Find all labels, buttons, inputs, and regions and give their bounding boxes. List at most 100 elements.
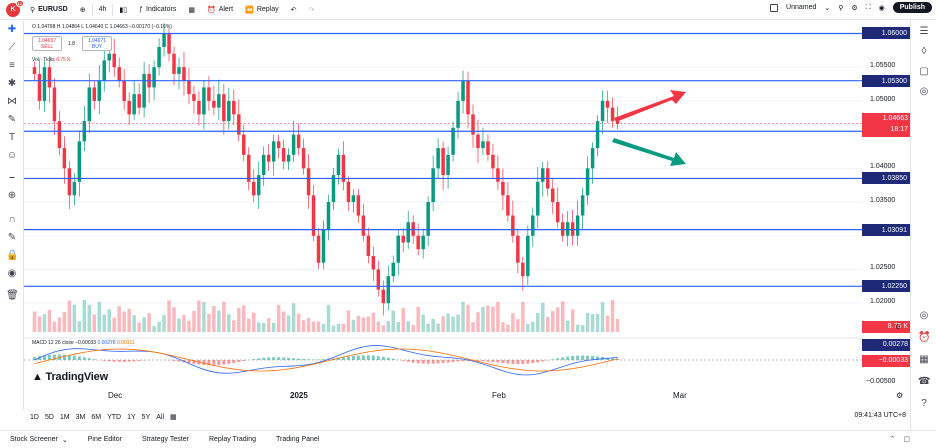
text-tool-icon[interactable]: T	[8, 132, 16, 143]
help-icon[interactable]: ?	[921, 398, 927, 409]
undo-button[interactable]: ↶	[285, 0, 303, 20]
settings-icon[interactable]: ⚙	[851, 4, 858, 12]
tab-strategy-tester[interactable]: Strategy Tester	[132, 436, 199, 443]
utc-clock[interactable]: 09:41:43 UTC+8	[854, 412, 906, 419]
camera-icon[interactable]: ◉	[878, 4, 885, 12]
publish-button[interactable]: Publish	[892, 2, 932, 13]
range-1d[interactable]: 1D	[30, 413, 39, 421]
macd-hist-bar	[282, 357, 286, 360]
ruler-icon[interactable]: ⎯	[9, 172, 15, 183]
interval-button[interactable]: 4h	[93, 0, 113, 20]
watchlist-icon[interactable]: ☰	[919, 26, 929, 37]
range-6m[interactable]: 6M	[91, 413, 102, 421]
volume-bar	[137, 322, 141, 332]
volume-bar	[341, 323, 346, 332]
candle-body	[536, 181, 540, 216]
candle-body	[252, 181, 256, 196]
fullscreen-icon[interactable]: ⛶	[865, 3, 871, 11]
tab-pine-editor[interactable]: Pine Editor	[78, 436, 132, 443]
candle-body	[227, 100, 231, 122]
right-widgetbar: ☰ ◊ ▢ ◎ ◎ ⏰ ▦ ☎ ?	[910, 20, 936, 430]
axis-settings-icon[interactable]: ⚙	[896, 391, 904, 400]
redo-button[interactable]: ↷	[303, 0, 321, 20]
macd-hist-bar	[222, 360, 226, 365]
tv-brand: TradingView	[45, 371, 109, 383]
calendar-icon[interactable]: ▦	[919, 354, 929, 365]
pitchfork-icon[interactable]: ✱	[7, 78, 17, 89]
macd-hist-bar	[77, 356, 81, 360]
zoom-in-icon[interactable]: ⊕	[7, 190, 17, 201]
time-tick: Feb	[492, 391, 506, 400]
target-icon[interactable]: ◎	[919, 310, 929, 321]
candle-body	[610, 107, 615, 122]
range-ytd[interactable]: YTD	[107, 413, 122, 421]
buy-button[interactable]: 1.04671 BUY	[82, 36, 112, 51]
candle-body	[247, 154, 251, 182]
candle-body	[336, 154, 341, 176]
range-all[interactable]: All	[156, 413, 165, 421]
chat-icon[interactable]: ▢	[919, 66, 929, 77]
spread-value: 1.8	[68, 41, 75, 47]
notifications-icon[interactable]: ☎	[918, 376, 931, 387]
calendar-range-icon[interactable]: ▦	[170, 414, 177, 421]
patterns-icon[interactable]: ⋈	[7, 96, 17, 107]
templates-button[interactable]: ▦	[182, 0, 201, 20]
trash-icon[interactable]: 🗑	[6, 290, 19, 301]
sell-price: 1.04657	[37, 38, 57, 44]
price-chart[interactable]	[24, 20, 910, 410]
trend-line-icon[interactable]: ⟋	[8, 42, 16, 53]
volume-bar	[132, 315, 136, 332]
maximize-icon[interactable]: ▢	[903, 436, 910, 443]
range-1m[interactable]: 1M	[59, 413, 70, 421]
candle-body	[217, 94, 221, 108]
indicators-button[interactable]: ƒ Indicators	[133, 0, 182, 20]
account-avatar[interactable]: K 12	[6, 0, 24, 17]
tv-mark-icon: ▲	[32, 371, 43, 383]
range-3m[interactable]: 3M	[75, 413, 86, 421]
range-5y[interactable]: 5Y	[141, 413, 151, 421]
sell-button[interactable]: 1.04657 SELL	[32, 36, 62, 51]
replay-button[interactable]: ⏪ Replay	[239, 0, 285, 20]
candle-body	[595, 121, 600, 149]
volume-bar	[580, 325, 585, 332]
macd-hist-bar	[401, 360, 405, 361]
magnet-icon[interactable]: ∩	[8, 214, 16, 225]
divider	[112, 3, 114, 16]
symbol-search-button[interactable]: ⚲ EURUSD	[24, 0, 74, 20]
tab-label: Strategy Tester	[141, 436, 189, 443]
alert-button[interactable]: ⏰ Alert	[201, 0, 239, 20]
ideas-icon[interactable]: ◎	[919, 86, 929, 97]
tab-stock-screener[interactable]: Stock Screener ⌄	[0, 436, 78, 444]
tab-replay-trading[interactable]: Replay Trading	[199, 436, 266, 443]
volume-bar	[276, 304, 281, 332]
macd-hist-bar	[531, 360, 535, 364]
layers-icon[interactable]: ◊	[921, 46, 927, 57]
macd-hist-bar	[137, 360, 141, 361]
macd-hist-bar	[87, 358, 91, 360]
macd-hist-bar	[217, 360, 221, 366]
collapse-icon[interactable]: ⌃	[889, 436, 896, 443]
macd-hist-bar	[67, 355, 71, 360]
eye-icon[interactable]: ◉	[7, 268, 17, 279]
quick-search-icon[interactable]: ⚲	[838, 4, 844, 12]
layout-checkbox[interactable]	[770, 3, 779, 12]
crosshair-icon[interactable]: ✚	[7, 24, 17, 35]
alerts-panel-icon[interactable]: ⏰	[918, 332, 931, 343]
layout-name[interactable]: Unnamed	[786, 4, 817, 11]
volume-bar	[531, 321, 535, 332]
lock-icon[interactable]: 🔒	[6, 250, 19, 261]
lock-drawings-icon[interactable]: ✎	[7, 232, 17, 243]
tab-trading-panel[interactable]: Trading Panel	[266, 436, 329, 443]
chevron-down-icon[interactable]: ⌄	[824, 4, 831, 12]
brush-icon[interactable]: ✎	[7, 114, 17, 125]
fib-retracement-icon[interactable]: ≡	[9, 60, 15, 71]
candle-body	[47, 67, 52, 88]
range-1y[interactable]: 1Y	[127, 413, 136, 421]
emoji-icon[interactable]: ☺	[6, 150, 18, 161]
volume-bar	[142, 317, 146, 332]
range-5d[interactable]: 5D	[44, 413, 54, 421]
volume-bar	[476, 312, 480, 332]
tradingview-logo[interactable]: ▲ TradingView	[32, 371, 108, 383]
compare-button[interactable]: ⊕	[74, 0, 92, 20]
chart-type-button[interactable]: ▮▯	[113, 0, 133, 20]
